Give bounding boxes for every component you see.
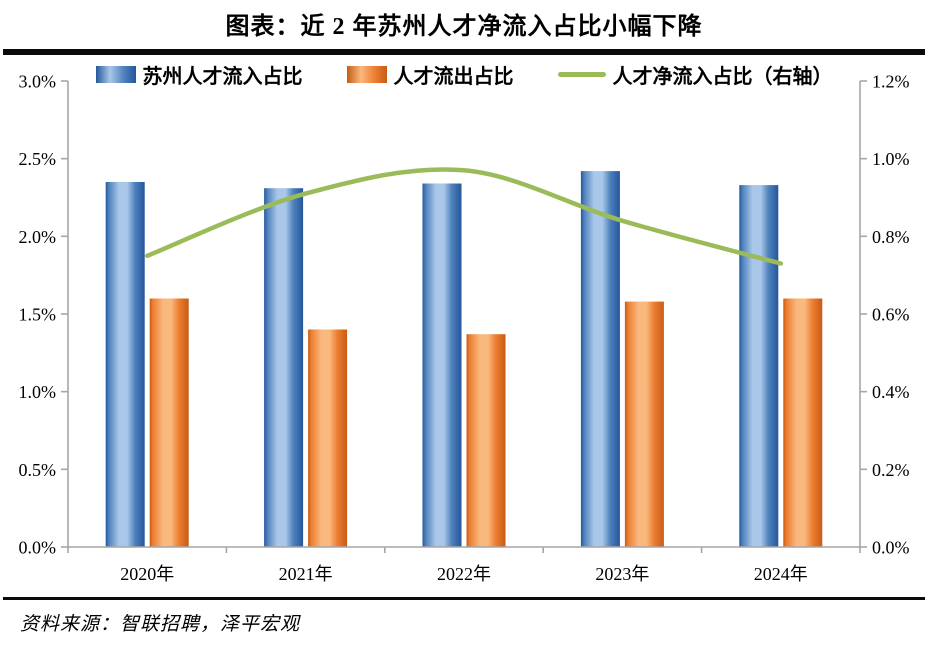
legend-label-inflow: 苏州人才流入占比: [142, 66, 303, 88]
plot-svg: 3.0% 2.5% 2.0% 1.5% 1.0% 0.5% 0.0% 1.2% 1.0% 0.8%…: [19, 72, 910, 585]
legend-item-inflow: 苏州人才流入占比: [95, 60, 303, 89]
net-line: [144, 167, 784, 266]
legend-label-net: 人才净流入占比（右轴）: [612, 66, 833, 88]
right-axis-tick-label: 0.2%: [872, 460, 910, 480]
right-axis-tick-label: 0.8%: [872, 227, 910, 247]
outflow-bars: [149, 298, 823, 547]
bar: [422, 183, 462, 547]
x-axis-category-label: 2021年: [279, 564, 333, 584]
inflow-bars: [105, 171, 779, 547]
right-axis-tick-label: 0.0%: [872, 538, 910, 558]
bar: [739, 185, 779, 547]
x-axis-category-label: 2023年: [595, 564, 649, 584]
right-axis-tick-label: 1.2%: [872, 72, 910, 92]
net-line-swatch-icon: [557, 72, 606, 77]
inflow-swatch-icon: [95, 66, 136, 83]
bar: [783, 298, 823, 547]
x-axis-category-label: 2022年: [437, 564, 491, 584]
legend-label-outflow: 人才流出占比: [393, 66, 514, 88]
bar: [624, 301, 664, 547]
footer-divider: [3, 597, 925, 600]
x-axis-labels: 2020年 2021年 2022年 2023年 2024年: [120, 564, 808, 584]
left-axis-tick-label: 2.5%: [19, 149, 57, 169]
bar: [580, 171, 620, 547]
legend-item-net: 人才净流入占比（右轴）: [557, 60, 833, 89]
title-divider: [3, 49, 925, 55]
left-axis-labels: 3.0% 2.5% 2.0% 1.5% 1.0% 0.5% 0.0%: [19, 72, 57, 558]
left-axis-tick-label: 2.0%: [19, 227, 57, 247]
bar: [105, 182, 145, 547]
bar: [308, 329, 348, 547]
bar: [466, 334, 506, 547]
right-axis-tick-label: 0.4%: [872, 382, 910, 402]
right-axis-tick-label: 1.0%: [872, 149, 910, 169]
right-axis-tick-label: 0.6%: [872, 305, 910, 325]
axes: [61, 80, 867, 553]
left-axis-tick-label: 3.0%: [19, 72, 57, 92]
chart-legend: 苏州人才流入占比 人才流出占比 人才净流入占比（右轴）: [0, 60, 928, 89]
chart-title: 图表：近 2 年苏州人才净流入占比小幅下降: [225, 14, 703, 40]
outflow-swatch-icon: [346, 66, 387, 83]
x-axis-category-label: 2024年: [754, 564, 808, 584]
left-axis-tick-label: 1.0%: [19, 382, 57, 402]
legend-item-outflow: 人才流出占比: [346, 60, 514, 89]
left-axis-tick-label: 1.5%: [19, 305, 57, 325]
bar: [264, 188, 304, 547]
x-axis-category-label: 2020年: [120, 564, 174, 584]
source-note: 资料来源：智联招聘，泽平宏观: [20, 614, 301, 635]
left-axis-tick-label: 0.0%: [19, 538, 57, 558]
left-axis-tick-label: 0.5%: [19, 460, 57, 480]
bar: [149, 298, 189, 547]
plot-area: 3.0% 2.5% 2.0% 1.5% 1.0% 0.5% 0.0% 1.2% 1.0% 0.8%…: [19, 72, 910, 585]
right-axis-labels: 1.2% 1.0% 0.8% 0.6% 0.4% 0.2% 0.0%: [872, 72, 910, 558]
